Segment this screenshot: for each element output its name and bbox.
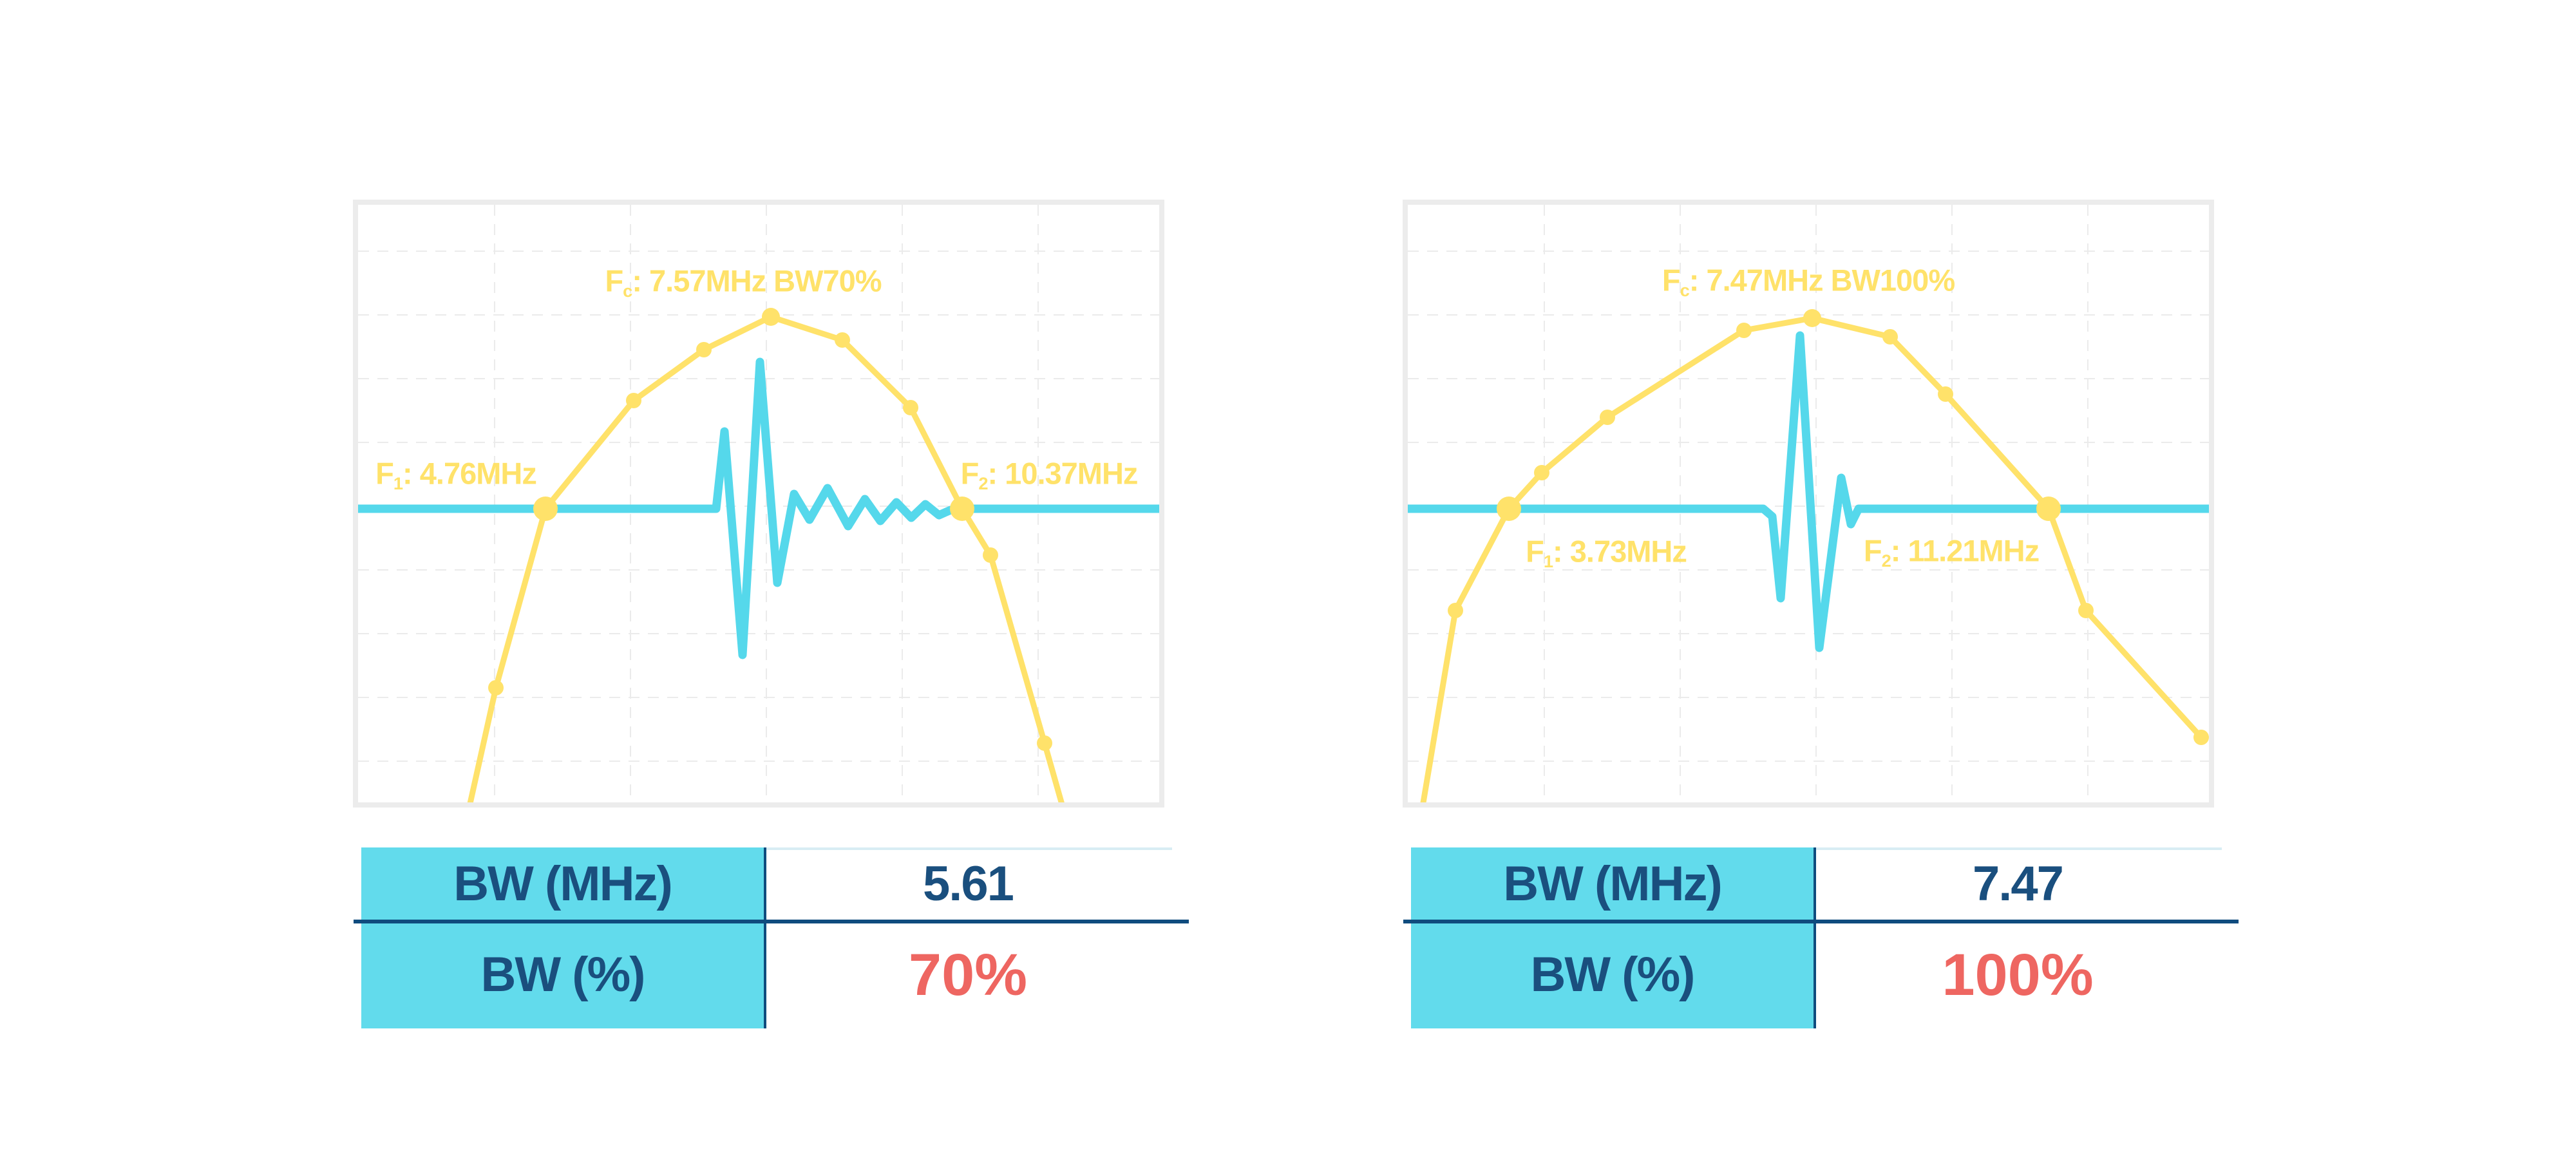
fc-annotation-prefix: F (605, 263, 623, 298)
bw-table: BW (MHz) 5.61 BW (%) 70% (354, 847, 1189, 1028)
fc-annotation-subscript: c (623, 281, 632, 301)
data-point-marker (835, 332, 850, 348)
table-row-divider (354, 920, 1189, 923)
data-point-marker (1448, 603, 1463, 618)
fc-annotation-text: : 7.47MHz BW100% (1689, 263, 1955, 298)
data-point-marker (488, 680, 504, 695)
table-row-divider (1403, 920, 2239, 923)
data-point-marker (903, 400, 918, 415)
f1-annotation: F1: 4.76MHz (375, 456, 537, 494)
spectrum-markers (1448, 309, 2209, 745)
bw-percent-label-cell: BW (%) (1411, 921, 1814, 1028)
table-row: BW (MHz) 7.47 (1411, 847, 2222, 921)
spectrum-curve (1420, 315, 2204, 802)
f1-annotation-subscript: 1 (1543, 551, 1553, 572)
table-top-border (1814, 847, 2222, 850)
bw-mhz-label-cell: BW (MHz) (1411, 847, 1814, 921)
bw-percent-label-cell: BW (%) (361, 921, 764, 1028)
f1-annotation-text: : 3.73MHz (1553, 534, 1687, 569)
f1-annotation: F1: 3.73MHz (1526, 536, 1687, 571)
left-chart-svg (358, 205, 1159, 802)
data-point-marker (1736, 323, 1752, 338)
table-row: BW (MHz) 5.61 (361, 847, 1172, 921)
data-point-marker (2036, 497, 2061, 521)
f2-annotation-prefix: F (1863, 533, 1882, 568)
spectrum-markers (488, 308, 1052, 751)
data-point-marker (696, 342, 712, 357)
f2-annotation: F2: 11.21MHz (1863, 533, 2040, 571)
fc-annotation: Fc: 7.47MHz BW100% (1662, 265, 1955, 299)
f1-annotation-prefix: F (375, 456, 394, 491)
f2-annotation-text: : 11.21MHz (1890, 533, 2040, 568)
table-row: BW (%) 100% (1411, 921, 2222, 1028)
data-point-marker (1882, 329, 1898, 345)
bw-mhz-value-cell: 7.47 (1814, 847, 2222, 921)
bw-table: BW (MHz) 7.47 BW (%) 100% (1403, 847, 2239, 1028)
data-point-marker (1497, 497, 1521, 521)
data-point-marker (1938, 386, 1953, 402)
data-point-marker (626, 393, 641, 408)
fc-annotation: Fc: 7.57MHz BW70% (605, 263, 882, 301)
f2-annotation-subscript: 2 (978, 473, 988, 494)
table-column-divider (764, 847, 766, 1028)
f2-annotation-text: : 10.37MHz (987, 456, 1138, 491)
data-point-marker (2193, 730, 2209, 745)
data-point-marker (1803, 309, 1821, 327)
table-row: BW (%) 70% (361, 921, 1172, 1028)
f2-annotation-subscript: 2 (1881, 551, 1891, 571)
table-column-divider (1814, 847, 1816, 1028)
bw-mhz-label-cell: BW (MHz) (361, 847, 764, 921)
fc-annotation-prefix: F (1662, 263, 1681, 298)
data-point-marker (1534, 465, 1549, 480)
data-point-marker (950, 497, 974, 521)
f1-annotation-subscript: 1 (393, 473, 403, 494)
f2-annotation: F2: 10.37MHz (960, 456, 1139, 494)
fc-annotation-text: : 7.57MHz BW70% (632, 263, 882, 298)
right-chart-panel: Fc: 7.47MHz BW100% F1: 3.73MHz F2: 11.21… (1403, 200, 2214, 808)
right-chart-svg (1408, 205, 2209, 802)
data-point-marker (533, 497, 558, 521)
table-top-border (764, 847, 1172, 850)
pulse-waveform (358, 357, 1159, 659)
bw-percent-value-cell: 70% (764, 921, 1172, 1028)
data-point-marker (1037, 735, 1052, 751)
figure-left: Fc: 7.57MHz BW70% F1: 4.76MHz F2: 10.37M… (353, 200, 1189, 1028)
f1-annotation-text: : 4.76MHz (402, 456, 537, 491)
data-point-marker (983, 547, 998, 563)
left-chart-panel: Fc: 7.57MHz BW70% F1: 4.76MHz F2: 10.37M… (353, 200, 1164, 808)
pulse-waveform (1408, 331, 2209, 652)
f2-annotation-prefix: F (960, 456, 980, 491)
spectrum-curve (467, 314, 1065, 802)
fc-annotation-subscript: c (1680, 280, 1690, 301)
data-point-marker (1600, 410, 1615, 425)
bw-percent-value-cell: 100% (1814, 921, 2222, 1028)
data-point-marker (762, 308, 780, 326)
data-point-marker (2078, 603, 2094, 618)
f1-annotation-prefix: F (1526, 534, 1544, 569)
bw-mhz-value-cell: 5.61 (764, 847, 1172, 921)
figure-right: Fc: 7.47MHz BW100% F1: 3.73MHz F2: 11.21… (1050, 0, 2338, 1154)
